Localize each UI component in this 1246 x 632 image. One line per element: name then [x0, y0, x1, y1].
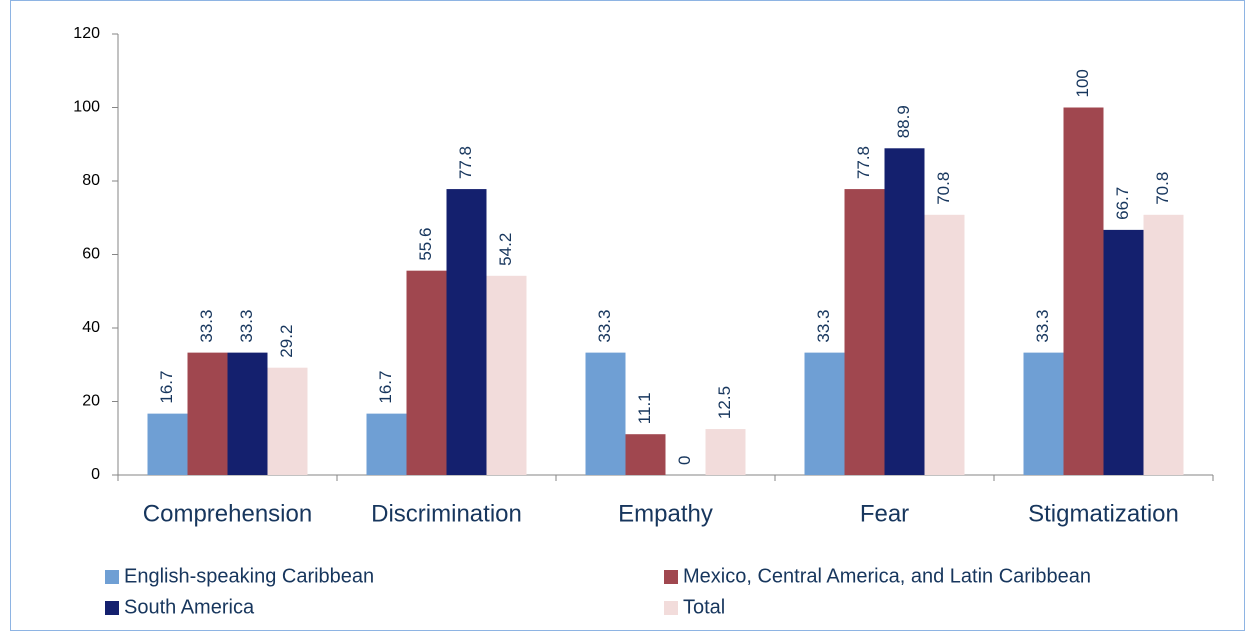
y-tick-label: 100 — [73, 99, 100, 116]
legend-label: Mexico, Central America, and Latin Carib… — [683, 565, 1091, 587]
data-label: 66.7 — [1113, 187, 1132, 220]
y-tick-label: 80 — [82, 172, 100, 189]
data-label: 77.8 — [854, 146, 873, 179]
x-tick-label: Comprehension — [143, 500, 312, 527]
bar — [406, 270, 447, 475]
bar — [486, 275, 527, 475]
data-label: 33.3 — [1033, 310, 1052, 343]
bar — [804, 352, 845, 475]
data-label: 77.8 — [456, 146, 475, 179]
bar — [147, 413, 188, 475]
data-label: 100 — [1073, 69, 1092, 97]
bar — [1063, 107, 1104, 475]
chart-border — [10, 0, 1245, 631]
x-tick-label: Empathy — [618, 500, 713, 527]
legend-swatch — [105, 601, 119, 615]
data-label: 16.7 — [157, 371, 176, 404]
bar — [625, 434, 666, 475]
legend-label: Total — [683, 596, 725, 618]
bar — [884, 148, 925, 476]
y-tick-label: 40 — [82, 319, 100, 336]
y-tick-label: 60 — [82, 246, 100, 263]
bar — [1023, 352, 1064, 475]
legend-swatch — [105, 570, 119, 584]
bar — [187, 352, 228, 475]
data-label: 33.3 — [814, 310, 833, 343]
bar — [705, 429, 746, 475]
data-label: 70.8 — [934, 172, 953, 205]
y-tick-label: 0 — [91, 466, 100, 483]
bar — [585, 352, 626, 475]
legend-label: English-speaking Caribbean — [124, 565, 374, 587]
y-tick-label: 120 — [73, 25, 100, 42]
bar — [844, 189, 885, 475]
data-label: 70.8 — [1153, 172, 1172, 205]
data-label: 29.2 — [277, 325, 296, 358]
x-tick-label: Discrimination — [371, 500, 522, 527]
bar — [446, 189, 487, 475]
y-tick-label: 20 — [82, 393, 100, 410]
x-tick-label: Fear — [860, 500, 909, 527]
data-label: 0 — [675, 456, 694, 465]
data-label: 33.3 — [595, 310, 614, 343]
data-label: 33.3 — [197, 310, 216, 343]
x-tick-label: Stigmatization — [1028, 500, 1179, 527]
data-label: 16.7 — [376, 371, 395, 404]
bar — [1103, 229, 1144, 475]
data-label: 33.3 — [237, 310, 256, 343]
data-label: 54.2 — [496, 233, 515, 266]
legend-label: South America — [124, 596, 255, 618]
data-label: 88.9 — [894, 105, 913, 138]
bar — [1143, 214, 1184, 475]
bar — [267, 367, 308, 475]
legend-swatch — [664, 601, 678, 615]
bar — [924, 214, 965, 475]
data-label: 55.6 — [416, 228, 435, 261]
data-label: 11.1 — [635, 392, 654, 424]
bar — [366, 413, 407, 475]
data-label: 12.5 — [715, 386, 734, 419]
bar — [227, 352, 268, 475]
legend-swatch — [664, 570, 678, 584]
